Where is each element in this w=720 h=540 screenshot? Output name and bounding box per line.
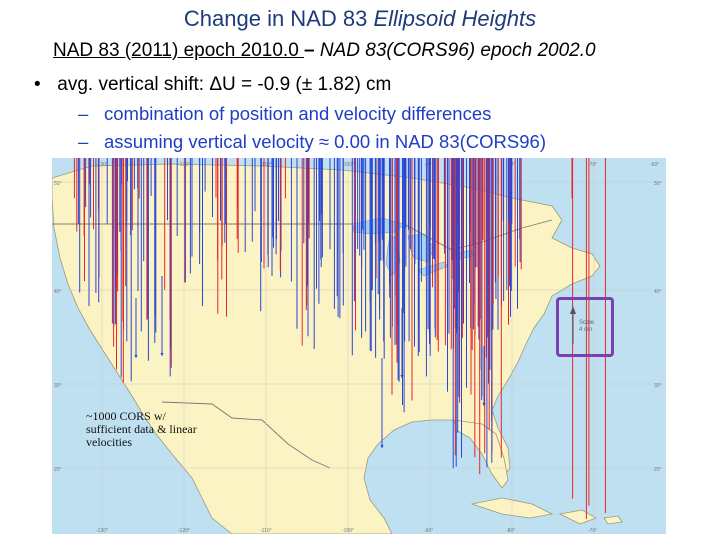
sub-item-1: – combination of position and velocity di… [78,103,491,125]
sub-item-text: assuming vertical velocity ≈ 0.00 in NAD… [104,131,546,152]
sub-item-2: – assuming vertical velocity ≈ 0.00 in NA… [78,131,546,153]
lon-tick: -70° [588,528,597,534]
velocity-arrowhead [380,445,384,448]
us-mexico-border [161,401,331,469]
scale-text: Scale 4 cm [579,320,594,334]
subtitle-left: NAD 83 (2011) epoch 2010.0 [53,40,305,61]
lon-tick: -130° [96,528,108,534]
lat-tick: 20° [54,467,62,473]
lon-tick: -120° [178,528,190,534]
lat-tick: 20° [654,467,662,473]
lon-tick: -130° [96,162,108,168]
lat-tick: 40° [654,289,662,295]
lon-tick: -70° [588,162,597,168]
sub-item-text: combination of position and velocity dif… [104,103,492,124]
tick-labels: -130° -120° -110° -100° -90° -80° -70° -… [54,162,662,534]
scale-label: Scale [579,320,595,326]
velocity-arrows [73,158,606,520]
lon-tick: -100° [342,528,354,534]
puerto-rico [603,515,623,525]
cors-velocity-map: -130° -120° -110° -100° -90° -80° -70° -… [52,158,666,534]
lat-tick: 30° [654,383,662,389]
subtitle-right: NAD 83(CORS96) epoch 2002.0 [319,40,596,61]
dash-icon: – [78,131,89,152]
bullet-line: • avg. vertical shift: ΔU = -0.9 (± 1.82… [34,74,391,96]
lon-tick: -110° [260,528,272,534]
lat-tick: 30° [54,383,62,389]
lat-tick: 50° [654,181,662,187]
bullet-dot: • [34,74,41,95]
slide-title: Change in NAD 83 Ellipsoid Heights [0,6,720,32]
velocity-arrowhead [134,355,138,358]
lon-tick: -100° [342,162,354,168]
lon-tick: -90° [424,528,433,534]
lon-tick: -60° [650,162,659,168]
lon-tick: -90° [424,162,433,168]
scale-box: Scale 4 cm [556,297,614,357]
velocity-arrowhead [160,353,164,356]
lon-tick: -110° [260,162,272,168]
scale-arrow-icon [570,306,576,344]
title-main: Change in NAD 83 [183,6,374,31]
scale-value: 4 cm [579,327,593,333]
hispaniola [558,509,597,525]
velocity-arrowhead [482,403,486,406]
bullet-value: ΔU = -0.9 (± 1.82) cm [209,74,392,95]
title-italic: Ellipsoid Heights [373,6,537,31]
velocity-arrowhead [400,375,404,378]
lon-tick: -80° [506,528,515,534]
lat-tick: 40° [54,289,62,295]
bullet-label: avg. vertical shift: [57,74,205,95]
subtitle-sep: – [304,40,320,61]
lat-tick: 50° [54,181,62,187]
dash-icon: – [78,103,89,124]
lon-tick: -120° [178,162,190,168]
slide-subtitle: NAD 83 (2011) epoch 2010.0 – NAD 83(CORS… [53,40,596,62]
cors-note: ~1000 CORS w/ sufficient data & linear v… [86,409,197,449]
